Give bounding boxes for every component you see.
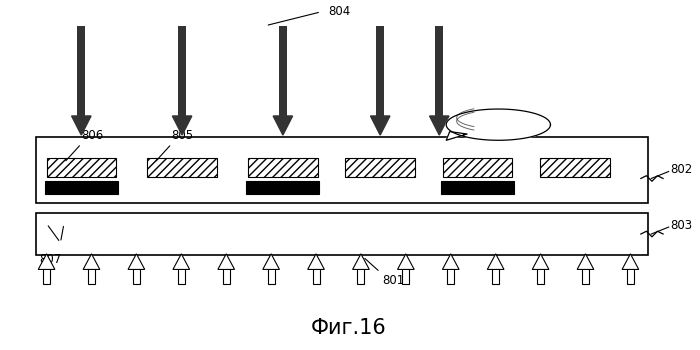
Bar bbox=[88, 268, 95, 284]
Bar bbox=[45, 181, 118, 194]
Bar bbox=[36, 137, 648, 203]
Polygon shape bbox=[128, 254, 145, 270]
Bar bbox=[248, 158, 318, 177]
Text: 802: 802 bbox=[671, 163, 693, 176]
Bar bbox=[313, 268, 319, 284]
Polygon shape bbox=[172, 116, 192, 135]
Polygon shape bbox=[218, 254, 234, 270]
Bar bbox=[537, 268, 544, 284]
Bar bbox=[627, 268, 634, 284]
Polygon shape bbox=[487, 254, 504, 270]
Polygon shape bbox=[442, 254, 459, 270]
Polygon shape bbox=[83, 254, 100, 270]
Bar bbox=[77, 26, 85, 118]
Polygon shape bbox=[532, 254, 549, 270]
Text: Фиг.16: Фиг.16 bbox=[311, 318, 387, 338]
Polygon shape bbox=[446, 132, 467, 140]
Bar bbox=[376, 26, 384, 118]
Polygon shape bbox=[71, 116, 91, 135]
Polygon shape bbox=[353, 254, 370, 270]
Bar bbox=[223, 268, 230, 284]
Bar bbox=[279, 26, 287, 118]
Bar bbox=[133, 268, 140, 284]
Polygon shape bbox=[273, 116, 293, 135]
Bar bbox=[441, 181, 514, 194]
Bar bbox=[540, 158, 610, 177]
Bar bbox=[582, 268, 589, 284]
Polygon shape bbox=[38, 254, 55, 270]
Bar bbox=[246, 181, 319, 194]
Polygon shape bbox=[622, 254, 638, 270]
Text: 803: 803 bbox=[671, 219, 693, 232]
Text: 801: 801 bbox=[382, 274, 405, 287]
Bar bbox=[435, 26, 443, 118]
Bar bbox=[402, 268, 409, 284]
Polygon shape bbox=[262, 254, 279, 270]
Bar bbox=[178, 26, 186, 118]
Bar bbox=[43, 268, 50, 284]
Polygon shape bbox=[308, 254, 324, 270]
Polygon shape bbox=[430, 116, 449, 135]
Polygon shape bbox=[370, 116, 390, 135]
Bar bbox=[47, 158, 116, 177]
Polygon shape bbox=[578, 254, 594, 270]
Polygon shape bbox=[398, 254, 414, 270]
Bar bbox=[492, 268, 499, 284]
Bar bbox=[178, 268, 185, 284]
Text: 804: 804 bbox=[328, 5, 350, 18]
Bar bbox=[345, 158, 415, 177]
Bar bbox=[447, 268, 454, 284]
Polygon shape bbox=[173, 254, 190, 270]
Text: 805: 805 bbox=[172, 129, 194, 142]
Text: 807: 807 bbox=[40, 253, 62, 266]
Bar bbox=[358, 268, 365, 284]
Text: 806: 806 bbox=[81, 129, 104, 142]
Bar bbox=[267, 268, 274, 284]
Polygon shape bbox=[446, 109, 550, 140]
Bar bbox=[442, 158, 512, 177]
Bar bbox=[147, 158, 217, 177]
Bar bbox=[36, 213, 648, 255]
